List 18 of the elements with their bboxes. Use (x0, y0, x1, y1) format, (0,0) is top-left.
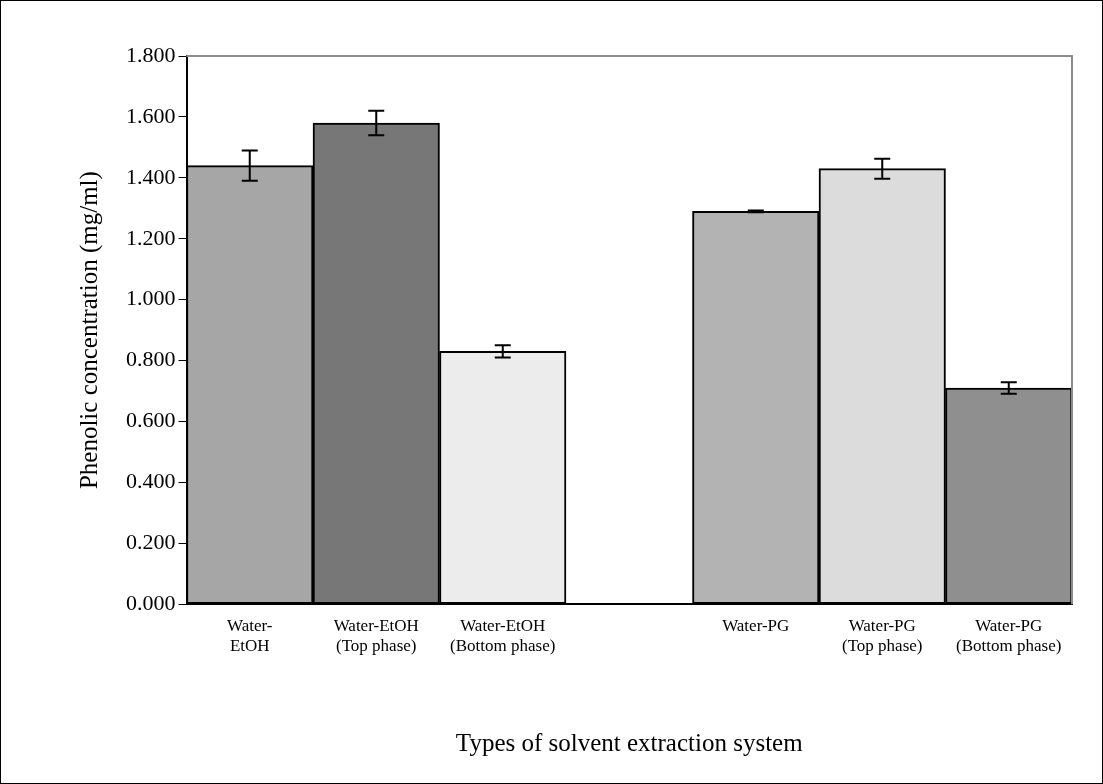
y-tick-label: 1.000 (126, 285, 176, 311)
y-tick-label: 1.800 (126, 41, 176, 67)
x-tick-label: Water-EtOH (Top phase) (333, 615, 419, 656)
y-tick-label: 1.200 (126, 224, 176, 250)
y-tick-label: 1.400 (126, 163, 176, 189)
x-tick-label: Water-PG (Top phase) (842, 615, 923, 656)
y-tick-label: 1.600 (126, 102, 176, 128)
x-tick-label: Water- EtOH (227, 615, 273, 656)
y-tick-label: 0.800 (126, 346, 176, 372)
y-tick-label: 0.400 (126, 468, 176, 494)
x-axis-title: Types of solvent extraction system (455, 728, 804, 756)
x-tick-label: Water-PG (Bottom phase) (956, 615, 1062, 656)
y-axis-title: Phenolic concentration (mg/ml) (74, 171, 103, 490)
x-tick-label: Water-PG (722, 615, 790, 635)
y-tick-label: 0.000 (126, 589, 176, 615)
y-tick-label: 0.600 (126, 407, 176, 433)
y-tick-label: 0.200 (126, 529, 176, 555)
x-tick-label: Water-EtOH (Bottom phase) (450, 615, 556, 656)
